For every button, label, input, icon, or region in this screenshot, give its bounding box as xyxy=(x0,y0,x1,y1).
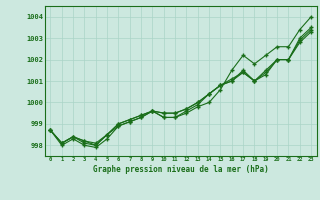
X-axis label: Graphe pression niveau de la mer (hPa): Graphe pression niveau de la mer (hPa) xyxy=(93,165,269,174)
